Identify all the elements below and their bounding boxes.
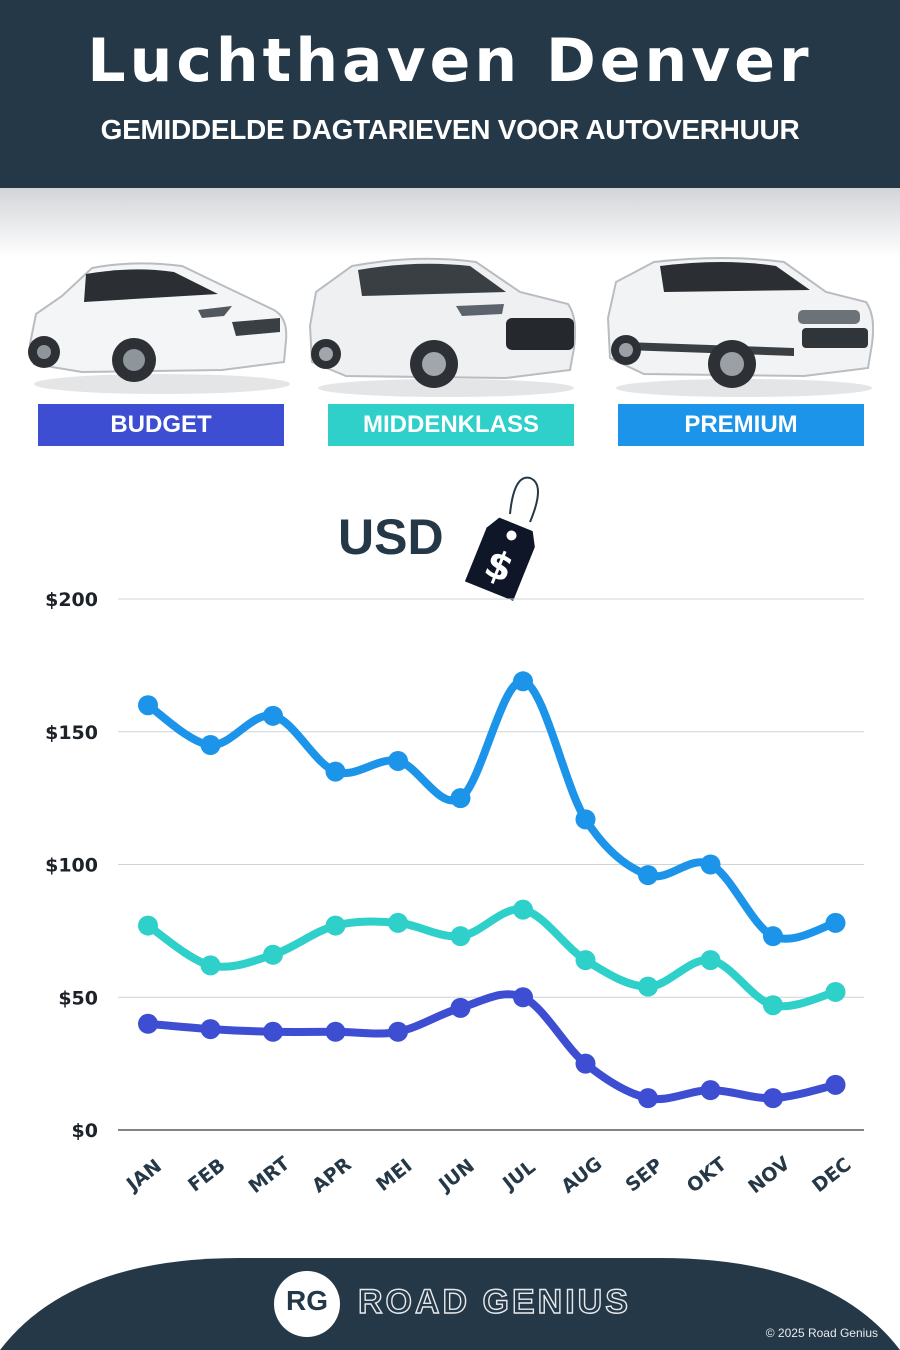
data-point-budget-sep xyxy=(638,1088,658,1109)
suv-car-image xyxy=(308,257,576,397)
data-point-budget-mrt xyxy=(263,1021,283,1042)
data-point-budget-jun xyxy=(450,997,471,1018)
data-point-premium-jun xyxy=(450,788,471,809)
series-line-middenklass xyxy=(144,905,840,1011)
data-point-middenklass-dec xyxy=(825,981,846,1002)
x-tick-label: OKT xyxy=(683,1153,731,1197)
data-point-premium-dec xyxy=(825,912,846,933)
category-badge-budget: BUDGET xyxy=(38,404,284,446)
category-badge-middenklass: MIDDENKLASS xyxy=(328,404,574,446)
y-tick-label: $150 xyxy=(45,722,98,744)
data-point-middenklass-nov xyxy=(763,995,783,1016)
category-badge-premium: PREMIUM xyxy=(618,404,864,446)
data-point-premium-feb xyxy=(200,735,221,756)
y-tick-label: $100 xyxy=(45,855,98,877)
header-shadow xyxy=(0,188,900,258)
data-point-premium-sep xyxy=(638,865,658,886)
line-chart: $0 $50 $100 $150 $200 JAN FEB MRT APR MEI JUN JUL AU… xyxy=(45,589,864,1198)
luxury-suv-car-image xyxy=(606,257,874,397)
series-line-premium xyxy=(144,677,840,943)
y-tick-label: $50 xyxy=(58,987,98,1009)
data-point-budget-jan xyxy=(138,1013,158,1034)
data-point-middenklass-mei xyxy=(388,912,408,933)
data-point-premium-apr xyxy=(325,761,346,782)
data-point-premium-okt xyxy=(700,854,721,875)
data-point-budget-aug xyxy=(575,1053,596,1074)
x-tick-label: FEB xyxy=(184,1154,229,1196)
page-title: Luchthaven Denver xyxy=(87,26,813,96)
data-point-middenklass-mrt xyxy=(263,944,283,965)
x-tick-label: AUG xyxy=(557,1153,606,1198)
data-point-premium-aug xyxy=(575,809,596,830)
page-subtitle: GEMIDDELDE DAGTARIEVEN VOOR AUTOVERHUUR xyxy=(100,114,800,145)
data-point-middenklass-feb xyxy=(200,955,221,976)
x-tick-label: DEC xyxy=(808,1153,855,1197)
data-point-budget-feb xyxy=(200,1019,221,1040)
x-tick-label: MEI xyxy=(372,1155,416,1196)
x-tick-label: APR xyxy=(308,1153,356,1197)
data-point-premium-jan xyxy=(138,695,158,716)
brand-logo: RG xyxy=(274,1271,340,1337)
y-tick-label: $200 xyxy=(45,589,98,611)
data-point-premium-mrt xyxy=(263,705,283,726)
data-point-budget-mei xyxy=(388,1021,408,1042)
y-tick-label: $0 xyxy=(72,1120,98,1142)
hatchback-car-image xyxy=(28,262,290,394)
x-tick-label: JUN xyxy=(433,1155,478,1197)
copyright-text: © 2025 Road Genius xyxy=(765,1326,878,1340)
data-point-budget-dec xyxy=(825,1074,846,1095)
data-point-middenklass-okt xyxy=(700,950,721,971)
brand-name: ROAD GENIUS xyxy=(357,1282,631,1321)
x-tick-label: MRT xyxy=(245,1153,295,1198)
header-banner: Luchthaven Denver GEMIDDELDE DAGTARIEVEN… xyxy=(0,0,900,188)
x-tick-label: SEP xyxy=(622,1154,668,1196)
data-point-middenklass-jun xyxy=(450,926,471,947)
data-point-budget-nov xyxy=(763,1088,783,1109)
data-point-middenklass-apr xyxy=(325,915,346,936)
x-tick-label: JAN xyxy=(121,1155,166,1197)
brand-logo-text: RG xyxy=(286,1285,328,1316)
x-tick-label: NOV xyxy=(744,1152,794,1198)
currency-label: USD xyxy=(338,509,444,565)
data-point-middenklass-sep xyxy=(638,976,658,997)
data-point-premium-jul xyxy=(513,671,533,692)
data-point-budget-apr xyxy=(325,1021,346,1042)
data-point-middenklass-aug xyxy=(575,950,596,971)
data-point-premium-mei xyxy=(388,750,408,771)
data-point-budget-jul xyxy=(513,987,533,1008)
data-point-budget-okt xyxy=(700,1080,721,1101)
footer-band xyxy=(0,1258,900,1350)
dollar-price-tag-icon: $ xyxy=(464,476,539,601)
series-line-budget xyxy=(144,990,840,1104)
data-point-middenklass-jan xyxy=(138,915,158,936)
x-tick-label: JUL xyxy=(497,1156,539,1196)
data-point-middenklass-jul xyxy=(513,899,533,920)
data-point-premium-nov xyxy=(763,926,783,947)
